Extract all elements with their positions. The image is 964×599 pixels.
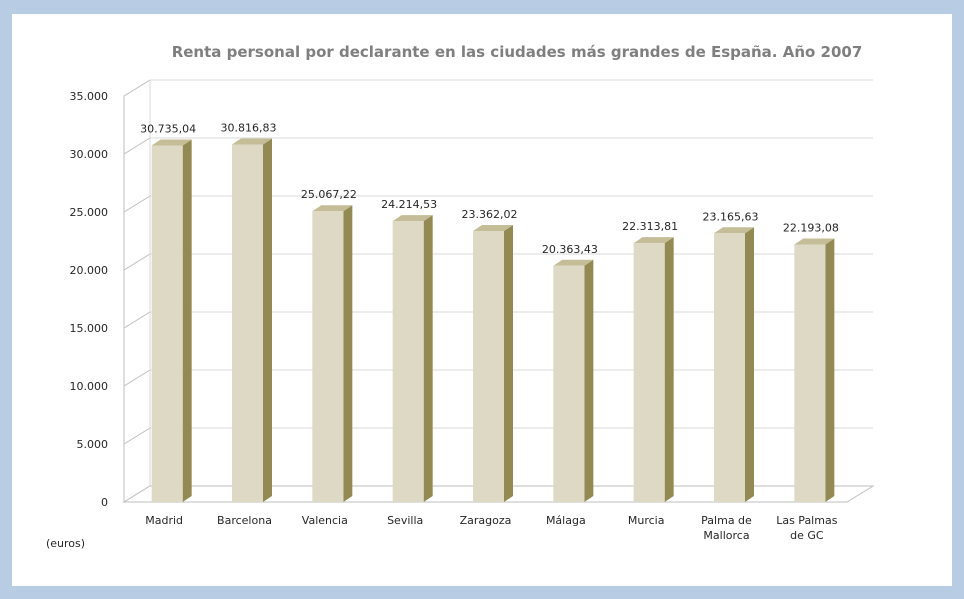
x-category-label: Madrid: [145, 514, 183, 527]
bar-side: [182, 139, 192, 502]
bar: [553, 259, 594, 502]
bar: [794, 238, 835, 502]
bar: [473, 225, 513, 503]
x-category-label: Zaragoza: [460, 514, 512, 527]
bar-top: [232, 138, 272, 145]
gridline-depth: [123, 137, 151, 155]
x-category-label: Palma de Mallorca: [701, 514, 752, 542]
gridline-depth: [123, 253, 151, 271]
bar-front: [794, 244, 826, 502]
gridline-depth: [123, 427, 151, 445]
y-tick-label: 5.000: [77, 438, 109, 451]
bar-front: [714, 233, 745, 502]
bar-top: [312, 205, 353, 212]
bar-top: [151, 139, 192, 146]
bar-top: [553, 259, 594, 266]
data-label: 24.214,53: [381, 198, 437, 211]
y-tick-label: 35.000: [70, 90, 109, 103]
chart-title: Renta personal por declarante en las ciu…: [172, 43, 863, 61]
bar-side: [745, 227, 754, 502]
bar-chart: Renta personal por declarante en las ciu…: [46, 43, 875, 550]
gridline-depth: [123, 195, 151, 213]
bar-top: [392, 215, 433, 222]
bar: [232, 138, 272, 502]
bar-side: [423, 215, 433, 502]
y-tick-label: 25.000: [70, 206, 109, 219]
data-label: 23.165,63: [703, 210, 759, 223]
bar: [312, 205, 353, 502]
y-tick-label: 20.000: [70, 264, 109, 277]
gridline-depth: [123, 369, 151, 387]
data-label: 30.735,04: [140, 122, 196, 135]
x-category-label: Málaga: [546, 514, 586, 527]
y-tick-label: 30.000: [70, 148, 109, 161]
data-label: 22.313,81: [622, 220, 678, 233]
gridline-depth: [123, 311, 151, 329]
bar-side: [263, 138, 272, 502]
x-category-label: Valencia: [302, 514, 348, 527]
bar-front: [392, 221, 424, 502]
bar-top: [633, 237, 674, 244]
category-labels: Madrid Barcelona Valencia Sevilla Zaragoza Má…: [145, 514, 837, 542]
bar: [633, 237, 674, 503]
data-label: 30.816,83: [221, 122, 277, 135]
y-tick-label: 10.000: [70, 380, 109, 393]
bar: [714, 227, 754, 502]
data-labels: 30.735,04 30.816,83 25.067,22 24.214,53 23.3…: [140, 122, 839, 256]
y-axis-unit-label: (euros): [46, 537, 85, 550]
bar-top: [794, 238, 835, 245]
bar-side: [584, 259, 594, 502]
x-category-label: Las Palmas de GC: [776, 514, 837, 542]
bar-side: [504, 225, 513, 503]
x-category-label: Sevilla: [387, 514, 423, 527]
x-category-label: Murcia: [628, 514, 665, 527]
bar-top: [714, 227, 754, 234]
bar-front: [633, 243, 665, 503]
y-tick-label: 0: [101, 496, 108, 509]
bars: [151, 138, 835, 503]
bar-side: [343, 205, 353, 502]
bar-front: [232, 144, 263, 502]
bar-side: [825, 238, 835, 502]
bar-top: [473, 225, 513, 232]
x-category-label: Barcelona: [217, 514, 272, 527]
bar-front: [151, 145, 183, 502]
bar: [392, 215, 433, 502]
chart-frame: Renta personal por declarante en las ciu…: [12, 14, 952, 586]
bar-front: [553, 265, 585, 502]
bar-front: [473, 231, 504, 503]
bar-side: [664, 237, 674, 503]
bar-front: [312, 211, 344, 502]
y-tick-label: 15.000: [70, 322, 109, 335]
data-label: 23.362,02: [462, 208, 518, 221]
data-label: 20.363,43: [542, 243, 598, 256]
gridline-depth: [123, 79, 151, 97]
data-label: 22.193,08: [783, 222, 839, 235]
data-label: 25.067,22: [301, 188, 357, 201]
bar: [151, 139, 192, 502]
